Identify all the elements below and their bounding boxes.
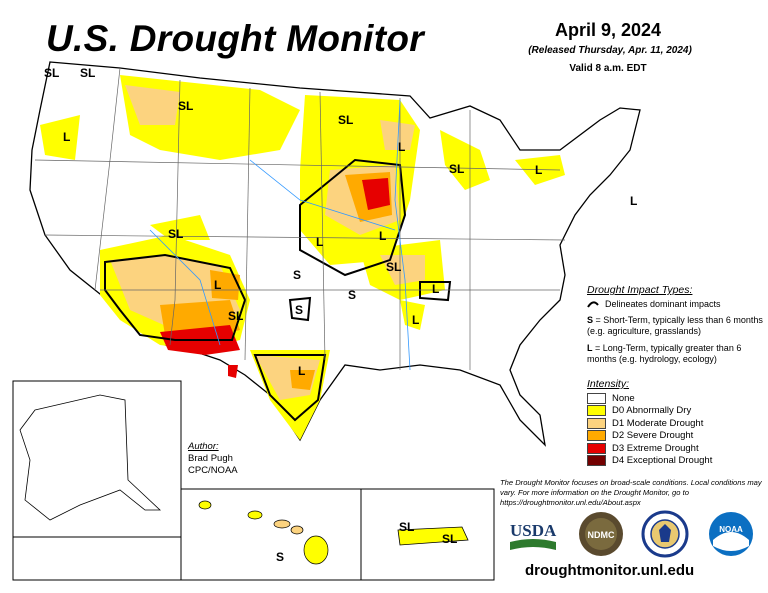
- ndmc-logo: NDMC: [579, 512, 623, 556]
- intensity-swatch: [587, 392, 606, 404]
- intensity-swatch: [587, 442, 606, 454]
- impact-line-icon: [587, 301, 599, 308]
- impact-labels: SL SL SL SL SL SL SL SL SL SL L L L L L …: [44, 66, 637, 564]
- intensity-row: D1 Moderate Drought: [587, 417, 712, 430]
- state-borders: [34, 67, 566, 370]
- author-org: CPC/NOAA: [188, 465, 238, 476]
- intensity-row: D4 Exceptional Drought: [587, 455, 712, 468]
- label-l: L: [432, 282, 439, 296]
- label-sl: SL: [338, 113, 353, 127]
- intensity-legend: Intensity: None D0 Abnormally Dry D1 Moder…: [587, 378, 712, 467]
- label-sl: SL: [168, 227, 183, 241]
- map-title: U.S. Drought Monitor: [46, 18, 424, 59]
- label-l: L: [379, 229, 386, 243]
- commerce-seal-logo: [641, 510, 689, 558]
- label-sl: SL: [228, 309, 243, 323]
- map-date: April 9, 2024: [554, 20, 662, 40]
- website-url[interactable]: droughtmonitor.unl.edu: [525, 562, 695, 579]
- svg-text:NDMC: NDMC: [588, 530, 615, 540]
- intensity-swatch: [587, 405, 606, 417]
- rivers: [149, 99, 411, 371]
- impact-legend: Drought Impact Types: Delineates dominan…: [587, 284, 768, 371]
- label-sl: SL: [449, 162, 464, 176]
- label-s: S: [276, 550, 284, 564]
- label-s: S: [348, 288, 356, 302]
- intensity-label: D4 Exceptional Drought: [612, 455, 713, 467]
- intensity-label: D0 Abnormally Dry: [612, 405, 692, 417]
- label-l: L: [535, 163, 542, 177]
- label-l: L: [298, 364, 305, 378]
- intensity-label: D2 Severe Drought: [612, 430, 694, 442]
- intensity-row: D0 Abnormally Dry: [587, 405, 712, 418]
- noaa-logo: NOAA: [709, 512, 753, 556]
- impact-boundaries: [104, 158, 452, 422]
- author-block: Author: Brad Pugh CPC/NOAA: [188, 441, 238, 477]
- label-s: S: [293, 268, 301, 282]
- intensity-legend-header: Intensity:: [587, 378, 630, 390]
- intensity-swatch: [587, 455, 606, 467]
- impact-legend-header: Drought Impact Types:: [587, 284, 693, 296]
- intensity-row: D3 Extreme Drought: [587, 442, 712, 455]
- label-l: L: [630, 194, 637, 208]
- label-l: L: [316, 235, 323, 249]
- label-l: L: [214, 278, 221, 292]
- author-name: Brad Pugh: [188, 453, 233, 464]
- intensity-row: None: [587, 392, 712, 405]
- label-s: S: [295, 303, 303, 317]
- intensity-row: D2 Severe Drought: [587, 430, 712, 443]
- intensity-label: D3 Extreme Drought: [612, 442, 699, 454]
- intensity-label: D1 Moderate Drought: [612, 417, 704, 429]
- label-l: L: [412, 313, 419, 327]
- hawaii-islands: [198, 500, 329, 565]
- valid-time: Valid 8 a.m. EDT: [569, 63, 647, 74]
- label-sl: SL: [386, 260, 401, 274]
- intensity-swatch: [587, 430, 606, 442]
- label-l: L: [398, 140, 405, 154]
- svg-text:NOAA: NOAA: [719, 525, 743, 534]
- impact-line-row: Delineates dominant impacts: [587, 299, 768, 309]
- intensity-label: None: [612, 392, 635, 404]
- label-sl: SL: [178, 99, 193, 113]
- impact-long-term: L = Long-Term, typically greater than 6 …: [587, 343, 742, 364]
- label-sl: SL: [399, 520, 414, 534]
- puerto-rico-outline: [397, 526, 469, 546]
- svg-text:USDA: USDA: [510, 521, 557, 540]
- release-date: (Released Thursday, Apr. 11, 2024): [528, 45, 692, 56]
- label-l: L: [63, 130, 70, 144]
- impact-short-term: S = Short-Term, typically less than 6 mo…: [587, 315, 763, 336]
- author-header: Author:: [188, 441, 219, 452]
- disclaimer-note: The Drought Monitor focuses on broad-sca…: [500, 478, 762, 507]
- intensity-swatch: [587, 417, 606, 429]
- alaska-outline: [19, 394, 162, 521]
- label-sl: SL: [80, 66, 95, 80]
- label-sl: SL: [442, 532, 457, 546]
- impact-line-label: Delineates dominant impacts: [605, 299, 721, 309]
- usda-logo: USDA: [510, 521, 557, 550]
- label-sl: SL: [44, 66, 59, 80]
